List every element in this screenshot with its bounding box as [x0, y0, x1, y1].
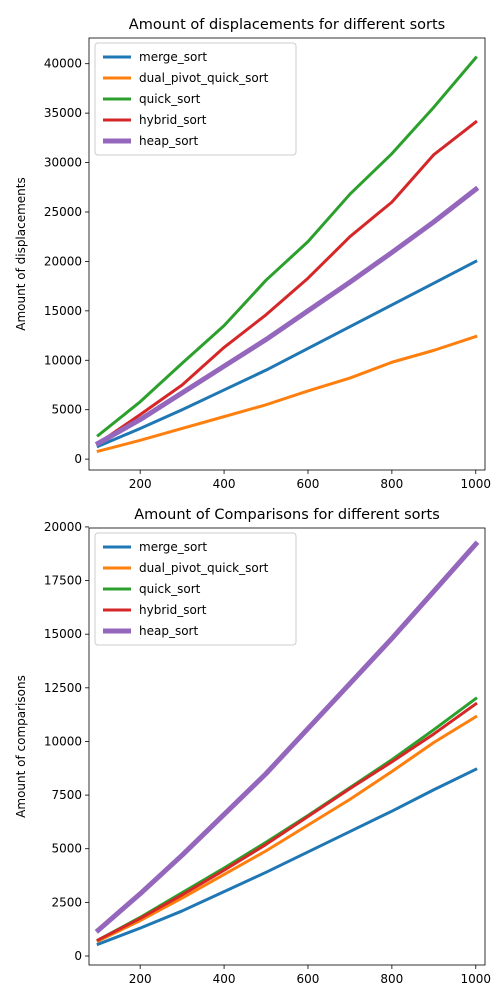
- series-line-quick-sort: [96, 696, 478, 942]
- y-tick-label: 20000: [44, 520, 82, 534]
- x-tick-label: 1000: [460, 477, 491, 491]
- x-tick-label: 1000: [460, 972, 491, 986]
- series-line-hybrid-sort: [96, 701, 478, 942]
- y-tick-label: 40000: [44, 57, 82, 71]
- y-tick-label: 10000: [44, 353, 82, 367]
- y-tick-label: 17500: [44, 574, 82, 588]
- series-line-dual-pivot-quick-sort: [96, 334, 478, 454]
- x-tick-label: 600: [297, 972, 320, 986]
- y-tick-label: 2500: [51, 895, 82, 909]
- displacements-chart: Amount of displacements for different so…: [14, 17, 491, 491]
- x-tick-label: 200: [129, 972, 152, 986]
- series-line-merge-sort: [96, 259, 478, 449]
- legend: merge_sort dual_pivot_quick_sort quick_sor…: [94, 42, 297, 156]
- legend-entry: heap_sort: [139, 624, 198, 638]
- x-tick-label: 400: [213, 972, 236, 986]
- y-tick-label: 15000: [44, 627, 82, 641]
- legend-entry: hybrid_sort: [139, 603, 207, 617]
- series-line-heap-sort: [94, 540, 480, 934]
- y-tick-label: 25000: [44, 205, 82, 219]
- x-tick-label: 400: [213, 477, 236, 491]
- series-line-heap-sort: [94, 185, 480, 447]
- y-tick-label: 0: [74, 949, 82, 963]
- x-tick-label: 600: [297, 477, 320, 491]
- y-tick-label: 15000: [44, 304, 82, 318]
- x-tick-label: 200: [129, 477, 152, 491]
- legend-box: [94, 532, 297, 646]
- y-tick-label: 5000: [51, 403, 82, 417]
- legend-entry: merge_sort: [139, 540, 207, 554]
- legend-box: [94, 42, 297, 156]
- chart-title: Amount of displacements for different so…: [129, 17, 445, 33]
- series-line-quick-sort: [96, 55, 478, 438]
- comparisons-chart: Amount of Comparisons for different sort…: [14, 507, 491, 986]
- y-tick-label: 0: [74, 452, 82, 466]
- series-line-merge-sort: [96, 767, 478, 947]
- y-tick-label: 20000: [44, 254, 82, 268]
- y-tick-label: 5000: [51, 842, 82, 856]
- y-axis-label: Amount of comparisons: [14, 675, 28, 818]
- x-tick-label: 800: [380, 972, 403, 986]
- legend-entry: quick_sort: [139, 92, 201, 106]
- legend-entry: dual_pivot_quick_sort: [139, 561, 269, 575]
- plot-frame: [88, 527, 486, 966]
- series-line-dual-pivot-quick-sort: [96, 714, 478, 943]
- plot-frame: [88, 37, 486, 471]
- y-tick-label: 30000: [44, 156, 82, 170]
- x-tick-label: 800: [380, 477, 403, 491]
- series-line-hybrid-sort: [96, 119, 478, 446]
- legend-entry: hybrid_sort: [139, 113, 207, 127]
- legend-entry: heap_sort: [139, 134, 198, 148]
- legend-entry: merge_sort: [139, 50, 207, 64]
- y-tick-label: 10000: [44, 734, 82, 748]
- y-tick-label: 35000: [44, 106, 82, 120]
- y-axis-label: Amount of displacements: [14, 177, 28, 330]
- chart-title: Amount of Comparisons for different sort…: [134, 507, 440, 523]
- legend-entry: dual_pivot_quick_sort: [139, 71, 269, 85]
- legend-entry: quick_sort: [139, 582, 201, 596]
- y-tick-label: 12500: [44, 681, 82, 695]
- y-tick-label: 7500: [51, 788, 82, 802]
- legend: merge_sort dual_pivot_quick_sort quick_sor…: [94, 532, 297, 646]
